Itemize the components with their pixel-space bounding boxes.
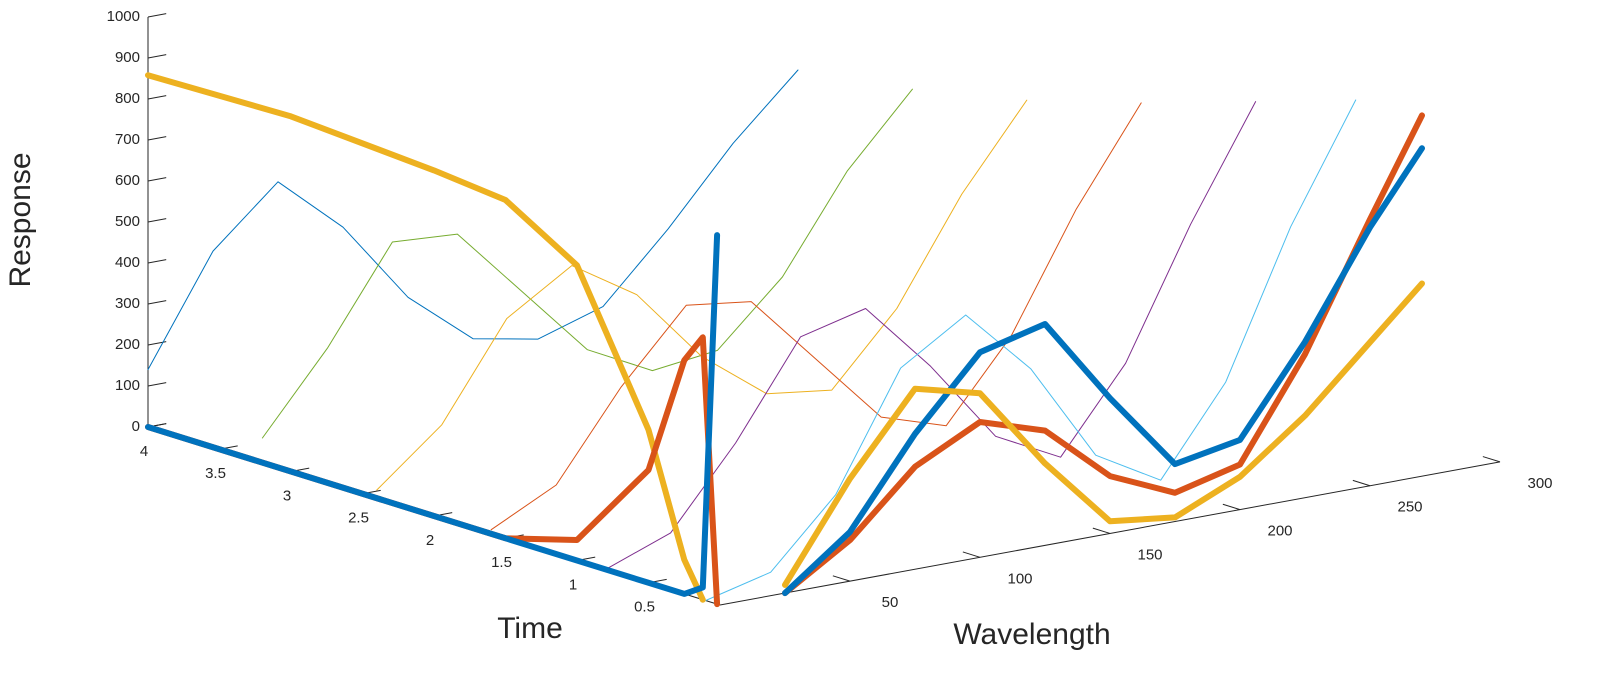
y-tick	[832, 575, 851, 582]
y-tick	[962, 551, 981, 558]
z-tick-label: 200	[115, 336, 140, 353]
surface-line	[261, 88, 913, 439]
surface-line	[147, 69, 799, 371]
z-tick-label: 0	[132, 418, 140, 435]
x-tick-label: 2	[426, 532, 434, 549]
z-tick	[147, 13, 167, 18]
z-axis-title: Response	[4, 152, 37, 287]
z-tick-label: 1000	[107, 8, 140, 25]
z-tick	[147, 95, 167, 100]
z-tick-label: 800	[115, 90, 140, 107]
y-tick-label: 300	[1527, 475, 1552, 492]
z-tick-label: 400	[115, 254, 140, 271]
z-tick	[147, 54, 167, 59]
z-tick-label: 900	[115, 49, 140, 66]
time-slice-line	[145, 334, 721, 608]
time-slice-line	[145, 232, 721, 597]
z-tick	[147, 382, 167, 387]
z-tick	[147, 300, 167, 305]
z-tick	[147, 218, 167, 223]
y-axis-title: Wavelength	[953, 618, 1110, 651]
y-tick-label: 200	[1267, 523, 1292, 540]
z-tick	[147, 259, 167, 264]
y-tick	[1352, 479, 1371, 487]
surface-line	[605, 101, 1257, 570]
z-tick-label: 500	[115, 213, 140, 230]
z-tick-label: 300	[115, 295, 140, 312]
surface-line	[490, 102, 1142, 531]
x-tick-label: 1	[569, 576, 577, 593]
wavelength-slice-line	[782, 112, 1425, 597]
wavelength-slice-line	[782, 280, 1425, 588]
z-tick	[147, 177, 167, 182]
x-tick-label: 0.5	[634, 599, 655, 616]
wavelength-slice-line	[782, 145, 1425, 597]
surface-line	[376, 99, 1028, 491]
z-tick-label: 700	[115, 131, 140, 148]
y-tick	[1482, 456, 1501, 463]
x-tick-label: 4	[140, 443, 148, 460]
x-tick-label: 3.5	[205, 465, 226, 482]
z-tick-label: 100	[115, 377, 140, 394]
z-tick-label: 600	[115, 172, 140, 189]
x-tick-label: 1.5	[491, 554, 512, 571]
time-slice-line	[145, 72, 706, 603]
x-tick-label: 2.5	[348, 510, 369, 527]
y-tick-label: 150	[1137, 546, 1162, 563]
x-tick-label: 3	[283, 487, 291, 504]
z-tick	[147, 136, 167, 141]
y-tick-label: 100	[1007, 570, 1032, 587]
y-tick	[1092, 527, 1111, 534]
x-axis-title: Time	[497, 612, 563, 645]
y-tick-label: 50	[882, 594, 899, 611]
y-tick-label: 250	[1397, 499, 1422, 516]
surface-line	[705, 99, 1357, 601]
y-tick	[1222, 503, 1241, 511]
